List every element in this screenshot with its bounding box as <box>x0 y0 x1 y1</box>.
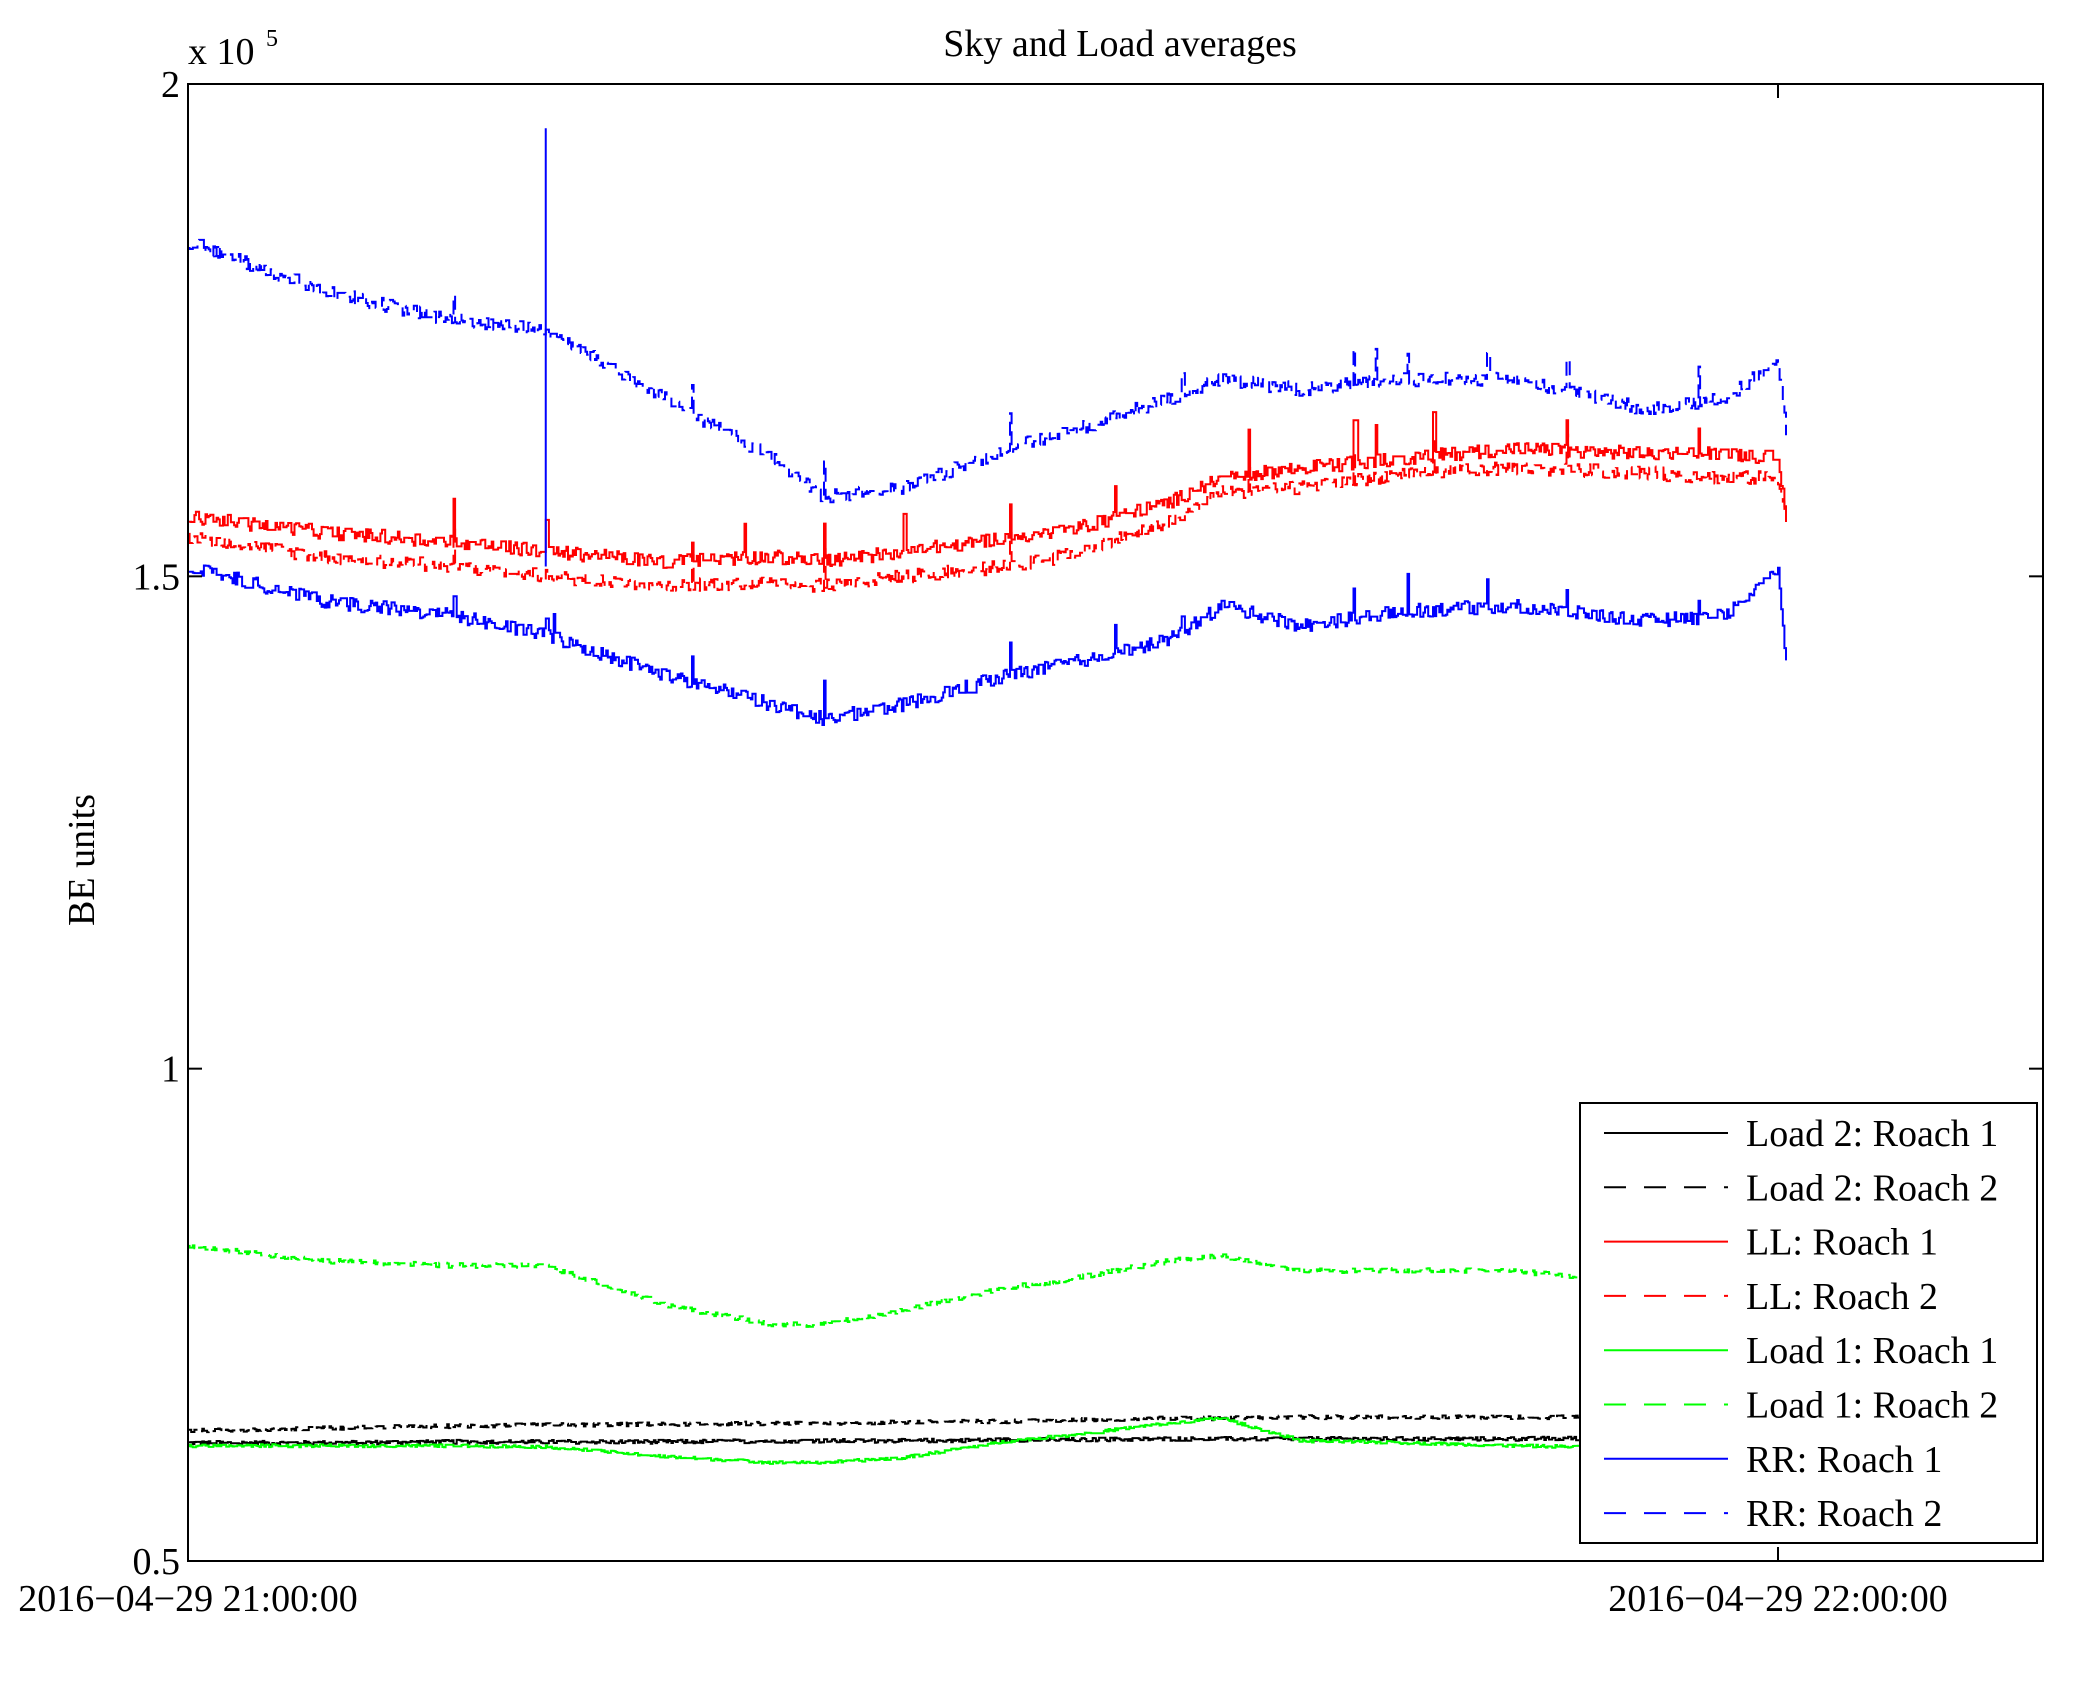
series-line-ll-roach-2 <box>188 433 1786 593</box>
y-axis-ticks: 0.5 1 1.5 2 <box>133 64 2043 1583</box>
legend-label: Load 2: Roach 2 <box>1746 1167 1998 1209</box>
y-exponent-base: x 10 <box>188 31 255 73</box>
legend: Load 2: Roach 1 Load 2: Roach 2 LL: Roach … <box>1579 1102 2038 1544</box>
legend-label: LL: Roach 1 <box>1746 1222 1938 1264</box>
legend-label: Load 1: Roach 2 <box>1746 1385 1998 1427</box>
y-exponent-power: 5 <box>266 26 278 52</box>
legend-label: RR: Roach 1 <box>1746 1439 1942 1481</box>
y-tick-label: 1.5 <box>133 556 181 598</box>
legend-label: Load 2: Roach 1 <box>1746 1113 1998 1155</box>
legend-label: RR: Roach 2 <box>1746 1493 1942 1535</box>
series-line-rr-roach-2 <box>188 238 1787 504</box>
series-line-load-2-roach-1 <box>188 1435 1787 1446</box>
legend-label: LL: Roach 2 <box>1746 1276 1938 1318</box>
y-axis-label: BE units <box>61 794 103 926</box>
y-tick-label: 0.5 <box>133 1541 181 1583</box>
series-line-rr-roach-1 <box>188 564 1787 726</box>
y-exponent-label: x 10 5 <box>188 26 278 73</box>
plot-frame <box>187 83 2044 1562</box>
chart-title: Sky and Load averages <box>943 23 1297 65</box>
legend-label: Load 1: Roach 1 <box>1746 1330 1998 1372</box>
y-tick-label: 2 <box>161 64 180 106</box>
y-tick-label: 1 <box>161 1049 180 1091</box>
series-line-load-2-roach-2 <box>188 1414 1787 1434</box>
series-layer <box>188 128 1787 1465</box>
legend-box <box>1579 1102 2038 1544</box>
x-axis-ticks: 2016−04−29 21:00:00 2016−04−29 22:00:00 <box>18 84 1948 1620</box>
x-tick-label: 2016−04−29 22:00:00 <box>1608 1578 1947 1620</box>
series-line-load-1-roach-1 <box>188 1417 1786 1465</box>
series-line-load-1-roach-2 <box>188 1244 1786 1328</box>
series-line-ll-roach-1 <box>188 411 1787 569</box>
x-tick-label: 2016−04−29 21:00:00 <box>18 1578 357 1620</box>
